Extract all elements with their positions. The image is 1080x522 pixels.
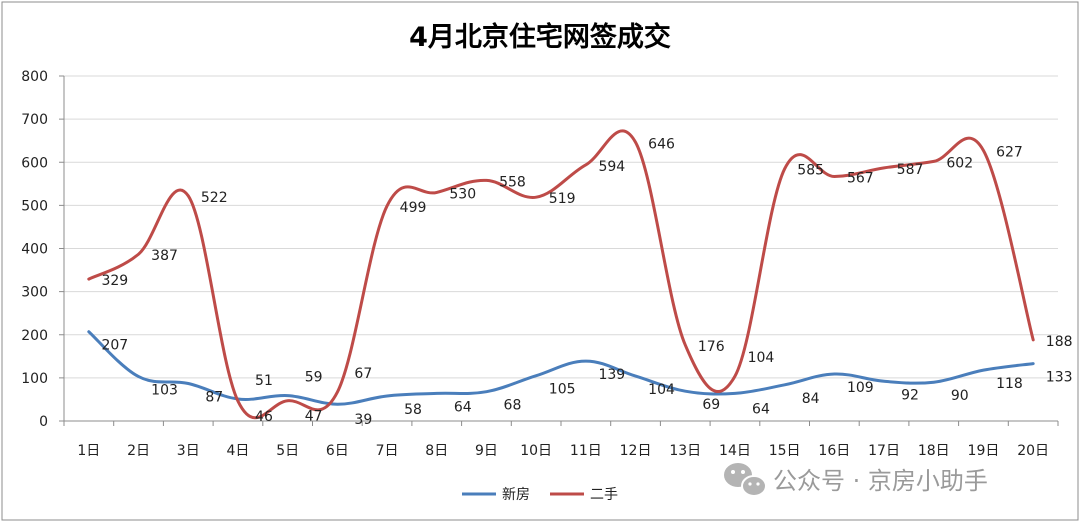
data-labels: 207 103 87 51 59 39 58 64 68 105 139 104 69 64 84 109 92… — [101, 136, 1072, 428]
data-label: 51 — [255, 373, 273, 389]
x-tick-label: 13日 — [669, 443, 701, 459]
data-label: 585 — [797, 163, 824, 179]
data-label: 64 — [752, 401, 770, 417]
data-label: 103 — [151, 383, 178, 399]
data-label: 87 — [205, 389, 223, 405]
x-tick-label: 7日 — [376, 443, 399, 459]
x-tick-label: 6日 — [326, 443, 349, 459]
legend-label-1: 新房 — [502, 487, 530, 503]
data-label: 39 — [354, 412, 372, 428]
wechat-icon — [724, 463, 767, 497]
data-label: 58 — [404, 402, 422, 418]
x-tick-label: 12日 — [620, 443, 652, 459]
x-tick-label: 17日 — [868, 443, 900, 459]
x-tick-label: 20日 — [1017, 443, 1049, 459]
data-label: 587 — [897, 162, 924, 178]
series-lines — [87, 129, 1035, 420]
data-label: 64 — [454, 399, 472, 415]
watermark-text: 公众号 · 京房小助手 — [773, 467, 988, 495]
x-tick-label: 8日 — [425, 443, 448, 459]
y-tick-label: 500 — [21, 198, 48, 214]
data-label: 139 — [598, 367, 625, 383]
data-label: 118 — [996, 376, 1023, 392]
x-tick-label: 3日 — [177, 443, 200, 459]
y-tick-label: 200 — [21, 328, 48, 344]
x-tick-label: 19日 — [968, 443, 1000, 459]
chart-title: 4月北京住宅网签成交 — [409, 21, 671, 53]
x-tick-label: 1日 — [77, 443, 100, 459]
series-line-2 — [87, 129, 1035, 420]
legend: 新房 二手 — [462, 487, 618, 503]
y-tick-label: 300 — [21, 285, 48, 301]
data-label: 627 — [996, 145, 1023, 161]
data-label: 602 — [946, 155, 973, 171]
y-tick-label: 400 — [21, 242, 48, 258]
data-label: 59 — [305, 370, 323, 386]
data-label: 68 — [504, 398, 522, 414]
x-axis: 1日 2日 3日 4日 5日 6日 7日 8日 9日 10日 11日 12日 13日 14日 15日 16日 1… — [63, 421, 1059, 459]
y-tick-label: 600 — [21, 155, 48, 171]
data-label: 646 — [648, 136, 675, 152]
data-label: 594 — [598, 159, 625, 175]
data-label: 46 — [255, 409, 273, 425]
x-tick-label: 10日 — [520, 443, 552, 459]
x-tick-label: 16日 — [818, 443, 850, 459]
data-label: 567 — [847, 170, 874, 186]
data-label: 558 — [499, 174, 526, 190]
watermark: 公众号 · 京房小助手 — [724, 463, 988, 497]
x-tick-label: 5日 — [276, 443, 299, 459]
data-label: 47 — [305, 409, 323, 425]
legend-label-2: 二手 — [590, 487, 618, 503]
data-label: 67 — [354, 366, 372, 382]
data-label: 329 — [101, 273, 128, 289]
x-tick-label: 15日 — [769, 443, 801, 459]
data-label: 92 — [901, 387, 919, 403]
data-label: 104 — [648, 382, 675, 398]
x-tick-label: 4日 — [226, 443, 249, 459]
x-tick-label: 9日 — [475, 443, 498, 459]
data-label: 176 — [698, 339, 725, 355]
y-tick-label: 800 — [21, 69, 48, 85]
data-label: 519 — [549, 191, 576, 207]
y-axis: 0 100 200 300 400 500 600 700 800 — [21, 69, 65, 430]
y-tick-label: 100 — [21, 371, 48, 387]
data-label: 499 — [400, 200, 427, 216]
data-label: 207 — [101, 338, 128, 354]
data-label: 104 — [748, 350, 775, 366]
data-label: 530 — [449, 186, 476, 202]
x-tick-label: 11日 — [570, 443, 602, 459]
data-label: 522 — [201, 190, 228, 206]
x-tick-label: 2日 — [127, 443, 150, 459]
data-label: 133 — [1046, 370, 1073, 386]
x-tick-label: 14日 — [719, 443, 751, 459]
y-tick-label: 700 — [21, 112, 48, 128]
data-label: 387 — [151, 248, 178, 264]
data-label: 105 — [549, 382, 576, 398]
data-label: 69 — [702, 397, 720, 413]
data-label: 84 — [802, 391, 820, 407]
data-label: 109 — [847, 380, 874, 396]
y-tick-label: 0 — [39, 414, 48, 430]
data-label: 188 — [1046, 334, 1073, 350]
data-label: 90 — [951, 388, 969, 404]
x-tick-label: 18日 — [918, 443, 950, 459]
